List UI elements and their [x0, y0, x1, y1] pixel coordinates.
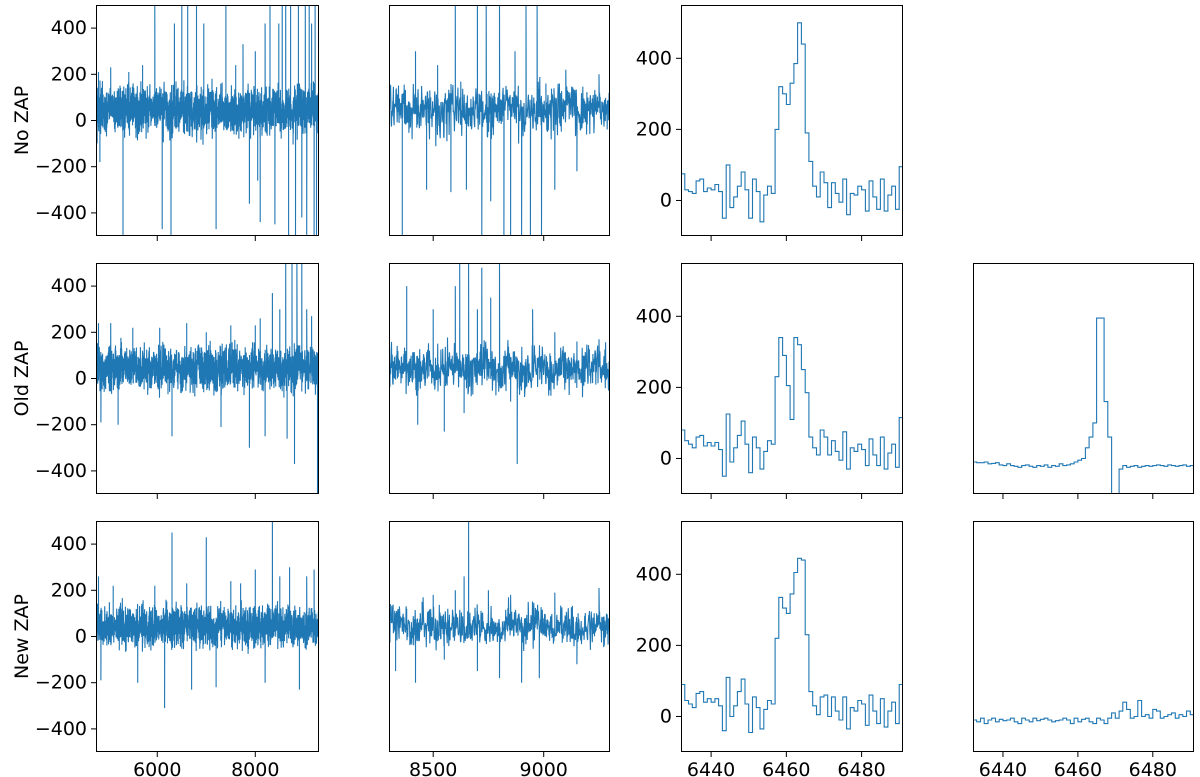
series-line-new-halpha: [681, 557, 903, 734]
series-line-old-red: [389, 263, 610, 465]
y-tick-label: 400: [636, 305, 672, 327]
y-tick-label: −400: [35, 202, 87, 224]
x-tick-label: 6440: [687, 759, 735, 777]
y-tick-label: 200: [636, 376, 672, 398]
y-tick-label: 200: [51, 63, 87, 85]
series-line-new-red: [389, 521, 610, 683]
row-label-old: Old ZAP: [11, 341, 33, 417]
panel-new-red: 8500 9000: [389, 521, 610, 777]
panel-new-halpha: 0 200 400 6440 6460 6480: [636, 521, 903, 777]
panel-old-residual: [973, 263, 1194, 499]
y-tick-label: 400: [51, 533, 87, 555]
panel-frame: [96, 5, 319, 236]
y-tick-label: −400: [35, 718, 87, 740]
y-tick-label: 0: [660, 189, 672, 211]
panel-frame: [681, 521, 903, 752]
y-tick-label: −200: [35, 156, 87, 178]
x-tick-label: 6440: [979, 759, 1027, 777]
series-line-none-halpha: [681, 22, 903, 223]
panel-frame: [96, 521, 319, 752]
x-tick-label: 9000: [520, 759, 568, 777]
y-tick-label: 200: [636, 118, 672, 140]
y-tick-label: −400: [35, 460, 87, 482]
panel-new-residual: 6440 6460 6480: [973, 521, 1194, 777]
panel-frame: [973, 263, 1194, 494]
y-tick-label: 0: [75, 110, 87, 132]
panel-old-red: [389, 263, 610, 499]
y-tick-label: 200: [51, 321, 87, 343]
x-tick-label: 6480: [1129, 759, 1177, 777]
y-tick-label: −200: [35, 672, 87, 694]
x-tick-label: 8500: [409, 759, 457, 777]
series-line-old-halpha: [681, 337, 903, 477]
panel-old-halpha: 0 200 400: [636, 263, 903, 499]
row-label-new: New ZAP: [11, 594, 33, 679]
panel-frame: [973, 521, 1194, 752]
row-label-none: No ZAP: [11, 86, 33, 155]
x-tick-label: 6000: [133, 759, 181, 777]
panel-none-red: [389, 5, 610, 241]
panel-frame: [389, 521, 610, 752]
series-line-none-red: [389, 5, 610, 236]
x-tick-label: 6460: [1054, 759, 1102, 777]
panel-frame: [681, 5, 903, 236]
y-tick-label: 200: [51, 579, 87, 601]
panel-none-full: −400 −200 0 200 400: [35, 5, 319, 241]
panel-frame: [681, 263, 903, 494]
series-line-old-full: [96, 263, 319, 494]
series-line-old-residual: [973, 317, 1194, 494]
y-tick-label: 400: [51, 17, 87, 39]
y-tick-label: −200: [35, 414, 87, 436]
y-tick-label: 400: [51, 275, 87, 297]
x-tick-label: 8000: [231, 759, 279, 777]
series-line-new-residual: [973, 699, 1194, 725]
y-tick-label: 400: [636, 47, 672, 69]
y-tick-label: 0: [660, 705, 672, 727]
series-line-none-full: [96, 5, 319, 236]
y-tick-label: 0: [75, 368, 87, 390]
series-line-new-full: [96, 521, 319, 709]
y-tick-label: 0: [75, 626, 87, 648]
panel-frame: [389, 5, 610, 236]
panel-frame: [96, 263, 319, 494]
x-tick-label: 6480: [837, 759, 885, 777]
y-tick-label: 400: [636, 563, 672, 585]
panel-old-full: −400 −200 0 200 400: [35, 263, 319, 499]
y-tick-label: 0: [660, 447, 672, 469]
panel-frame: [389, 263, 610, 494]
panel-none-halpha: 0 200 400: [636, 5, 903, 241]
x-tick-label: 6460: [762, 759, 810, 777]
y-tick-label: 200: [636, 634, 672, 656]
panel-new-full: −400 −200 0 200 400 6000 8000: [35, 521, 319, 777]
